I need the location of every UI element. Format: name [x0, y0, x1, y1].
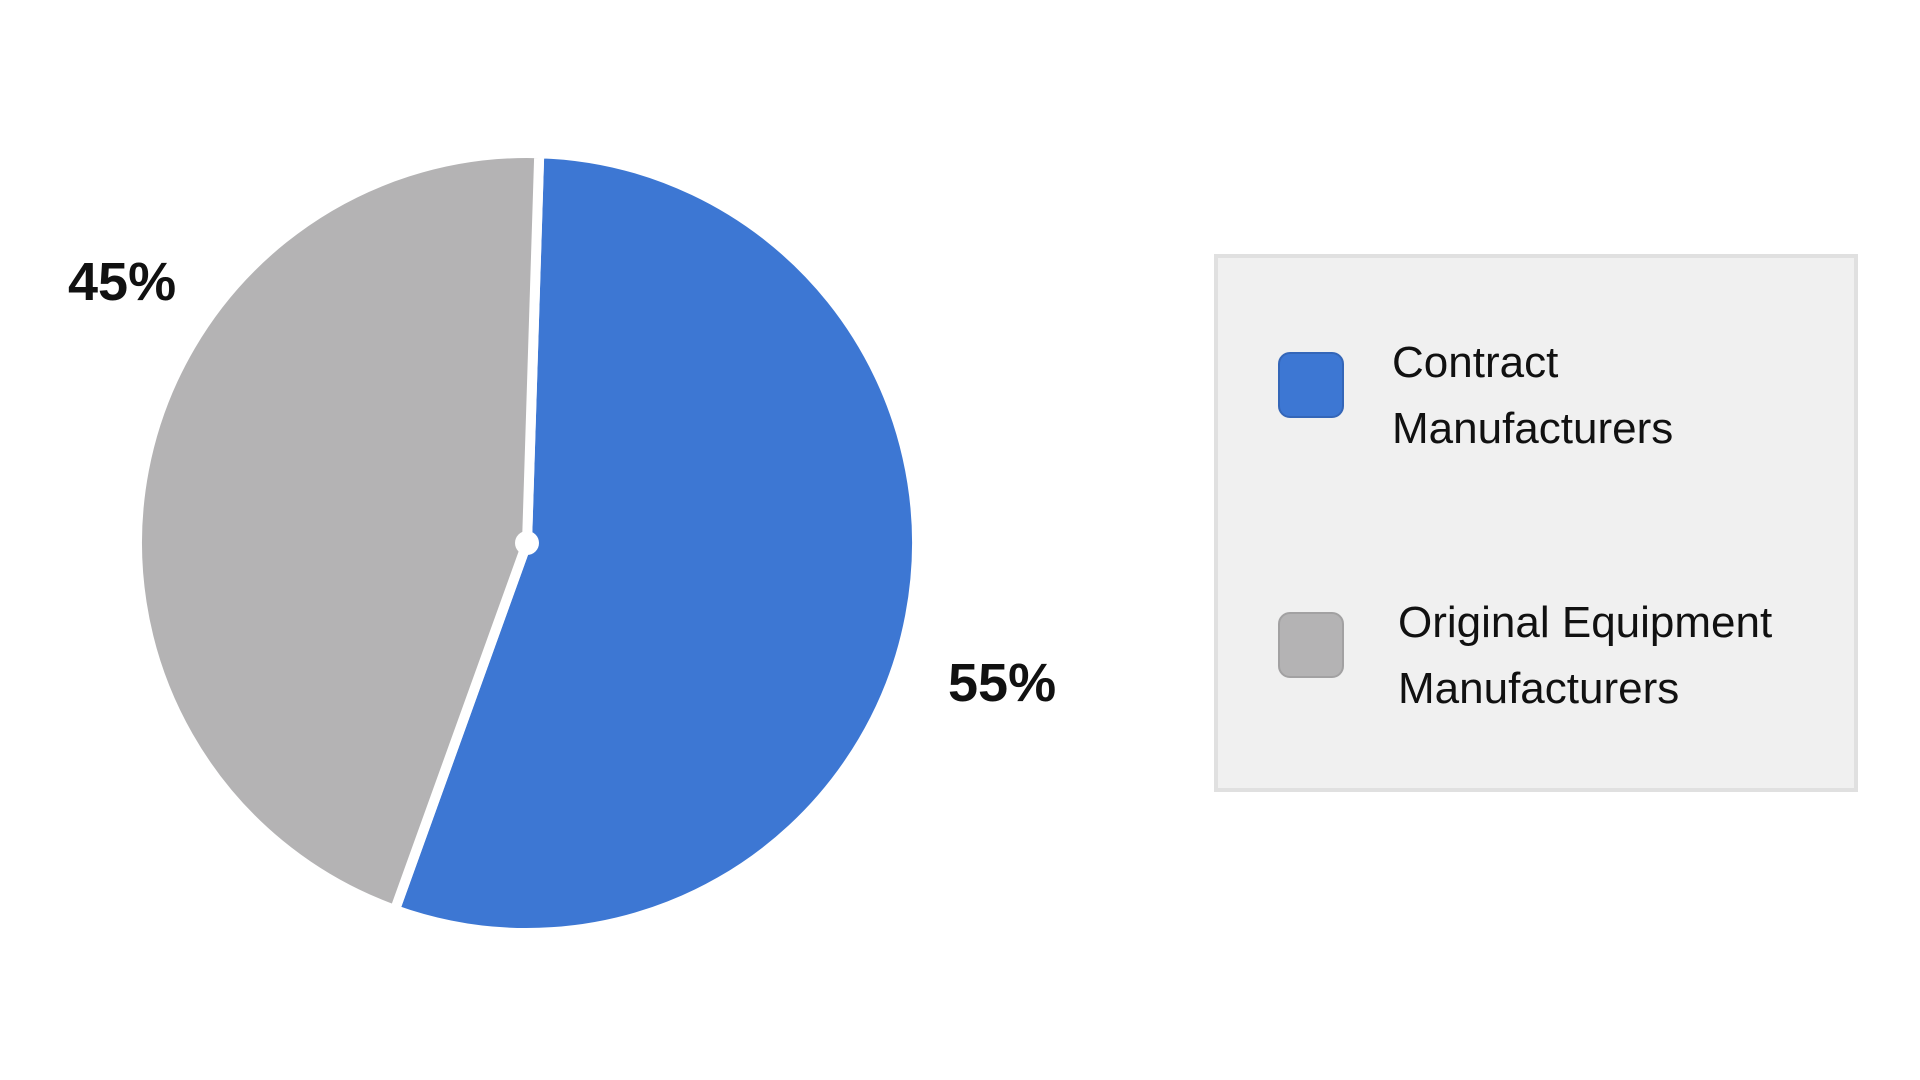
- legend-swatch-contract-manufacturers: [1278, 352, 1344, 418]
- data-label-original-equipment-manufacturers: 45%: [68, 252, 177, 312]
- legend-label-contract-manufacturers: Contract Manufacturers: [1392, 338, 1674, 453]
- legend-swatch-original-equipment-manufacturers: [1278, 612, 1344, 678]
- data-label-contract-manufacturers: 55%: [948, 653, 1057, 713]
- legend-label-original-equipment-manufacturers: Original Equipment Manufacturers: [1398, 598, 1773, 713]
- pie-slice-contract-manufacturers: [389, 148, 922, 938]
- legend: Contract Manufacturers Original Equipmen…: [1214, 254, 1858, 792]
- pie-slice-original-equipment-manufacturers: [132, 148, 545, 915]
- pie-center-dot: [515, 531, 539, 555]
